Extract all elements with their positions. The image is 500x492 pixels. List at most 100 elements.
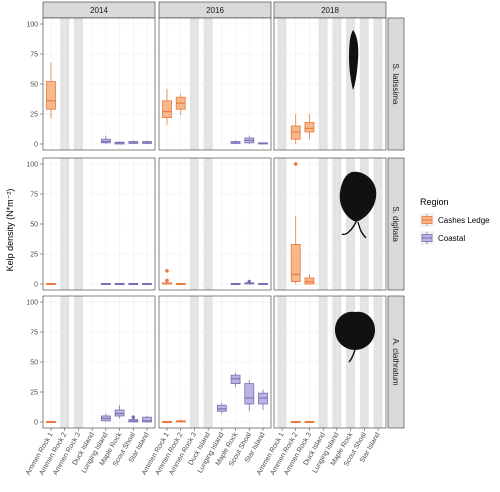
box-star-island (258, 282, 268, 285)
panel (42, 17, 156, 151)
y-tick-label: 0 (34, 420, 38, 427)
box-lunging-island (100, 135, 111, 144)
box-iqr (46, 81, 56, 110)
box-maple-rock (114, 141, 125, 145)
y-axis-label: Kelp density (N*m⁻²) (5, 189, 15, 272)
legend-label: Coastal (438, 234, 465, 243)
y-tick-label: 25 (30, 252, 38, 259)
box-iqr (216, 404, 227, 412)
box-iqr (230, 374, 241, 385)
box-star-island (142, 416, 152, 423)
box-scout-shoal (128, 140, 139, 144)
panel-border (273, 157, 387, 291)
box-ammen-rock-2 (290, 420, 301, 423)
y-tick-label: 25 (30, 112, 38, 119)
box-maple-rock (230, 282, 241, 285)
box-star-island (258, 389, 268, 410)
box-ammen-rock-1 (46, 282, 56, 285)
panel-border (158, 157, 272, 291)
strip-label: 2016 (206, 6, 224, 15)
box-maple-rock (230, 140, 241, 144)
y-tick-label: 100 (26, 22, 38, 29)
y-tick-label: 50 (30, 360, 38, 367)
box-scout-shoal (128, 282, 139, 285)
box-iqr (290, 125, 301, 140)
panel (158, 157, 272, 291)
panel (42, 157, 156, 291)
y-tick-label: 100 (26, 300, 38, 307)
y-tick-label: 50 (30, 82, 38, 89)
box-star-island (142, 140, 152, 144)
legend-title: Region (420, 197, 449, 207)
box-star-island (258, 142, 268, 145)
box-iqr (114, 409, 125, 417)
facet-panels: 2014 2016 2018 S. latissima S. digitata A. cl… (25, 1, 405, 476)
box-scout-shoal (244, 380, 255, 412)
box-lunging-island (100, 413, 111, 422)
box-ammen-rock-1 (162, 88, 172, 125)
y-tick-label: 75 (30, 52, 38, 59)
y-tick-label: 25 (30, 390, 38, 397)
legend-item-coastal: Coastal (420, 231, 465, 245)
box-ammen-rock-2 (175, 419, 186, 423)
box-ammen-rock-1 (46, 420, 56, 423)
box-iqr (290, 243, 301, 282)
strip-label: 2018 (321, 6, 339, 15)
strip-label: S. latissima (391, 64, 400, 105)
strip-year-2018: 2018 (273, 1, 387, 19)
panel (158, 17, 272, 151)
strip-label: S. digitata (391, 206, 400, 242)
strip-year-2014: 2014 (42, 1, 156, 19)
y-tick-label: 100 (26, 162, 38, 169)
box-ammen-rock-2 (290, 114, 301, 144)
box-ammen-rock-2 (290, 215, 301, 284)
kelp-perforated-silhouette (335, 311, 375, 363)
panel-border (158, 295, 272, 429)
y-tick-label: 75 (30, 330, 38, 337)
outlier-point (165, 278, 169, 283)
box-maple-rock (230, 372, 241, 388)
box-lunging-island (100, 282, 111, 285)
outlier-point (293, 162, 298, 166)
strip-label: 2014 (90, 6, 108, 15)
y-tick-label: 0 (34, 142, 38, 149)
box-iqr (304, 277, 315, 285)
box-scout-shoal (244, 135, 255, 144)
panel-border (273, 17, 387, 151)
panel-border (273, 295, 387, 429)
box-ammen-rock-1 (162, 281, 172, 285)
legend-label: Cashes Ledge (438, 216, 490, 225)
panel (42, 295, 156, 429)
legend: Region Cashes Ledge Coastal (420, 197, 490, 245)
kelp-blade-silhouette (349, 30, 359, 90)
box-ammen-rock-3 (304, 114, 315, 140)
box-iqr (142, 416, 152, 423)
box-iqr (162, 100, 172, 119)
box-iqr (258, 392, 268, 405)
y-tick-label: 0 (34, 282, 38, 289)
box-lunging-island (216, 402, 227, 414)
box-ammen-rock-2 (175, 282, 186, 285)
box-scout-shoal (128, 418, 139, 423)
outlier-point (165, 269, 169, 273)
box-ammen-rock-3 (304, 420, 315, 423)
box-ammen-rock-1 (162, 420, 172, 423)
box-ammen-rock-3 (304, 274, 315, 285)
strip-label: A. clathratum (391, 338, 400, 385)
outlier-point (247, 279, 252, 284)
panel-border (158, 17, 272, 151)
strip-species: S. digitata (387, 157, 405, 291)
y-tick-label: 75 (30, 192, 38, 199)
box-maple-rock (114, 282, 125, 285)
box-ammen-rock-2 (175, 93, 186, 116)
panel (158, 295, 272, 429)
legend-item-cashes-ledge: Cashes Ledge (420, 213, 490, 227)
panel (273, 17, 387, 151)
box-iqr (244, 383, 255, 405)
strip-year-2016: 2016 (158, 1, 272, 19)
y-tick-label: 50 (30, 222, 38, 229)
strip-species: A. clathratum (387, 295, 405, 429)
box-iqr (304, 122, 315, 133)
kelp-digitate-silhouette (339, 171, 377, 239)
